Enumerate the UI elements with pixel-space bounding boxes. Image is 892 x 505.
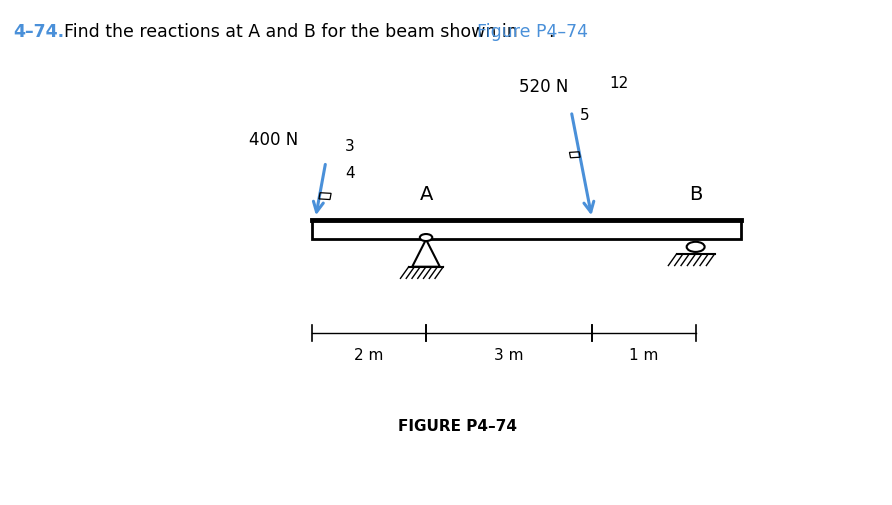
- Text: 2 m: 2 m: [354, 348, 384, 364]
- Text: B: B: [689, 185, 702, 205]
- Text: 400 N: 400 N: [250, 131, 299, 149]
- Text: 1 m: 1 m: [629, 348, 658, 364]
- Bar: [312, 220, 740, 239]
- Text: 520 N: 520 N: [519, 78, 568, 95]
- Text: 12: 12: [609, 76, 629, 91]
- Text: 5: 5: [580, 108, 589, 123]
- Circle shape: [687, 242, 705, 252]
- Text: FIGURE P4–74: FIGURE P4–74: [398, 419, 516, 434]
- Text: Figure P4–74: Figure P4–74: [477, 23, 588, 41]
- Text: A: A: [419, 185, 433, 205]
- Text: 3 m: 3 m: [494, 348, 524, 364]
- Text: 4–74.: 4–74.: [13, 23, 64, 41]
- Text: Find the reactions at A and B for the beam shown in: Find the reactions at A and B for the be…: [64, 23, 524, 41]
- Circle shape: [420, 234, 433, 241]
- Text: .: .: [548, 23, 553, 41]
- Polygon shape: [412, 239, 440, 267]
- Text: 4: 4: [345, 166, 355, 181]
- Text: 3: 3: [345, 139, 355, 154]
